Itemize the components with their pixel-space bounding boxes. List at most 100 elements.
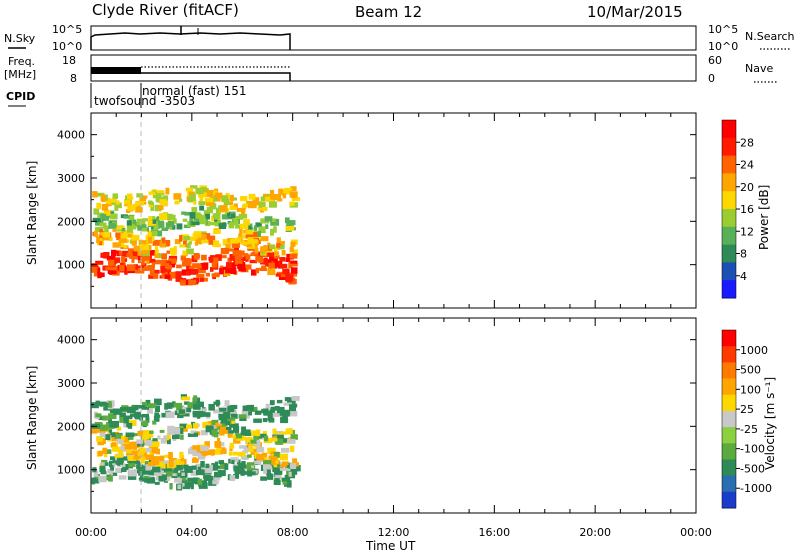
power-cell-0-167 [219, 267, 224, 275]
power-cell-0-249 [164, 274, 171, 279]
power-cell-3-79 [125, 209, 131, 213]
velocity-cell-0-208 [209, 480, 213, 485]
power-cell-2-128 [157, 220, 165, 228]
velocity-cell-1-115 [202, 449, 208, 456]
power-cell-3-115 [233, 206, 237, 210]
power-cell-3-100 [101, 198, 106, 203]
velocity-cell-0-123 [237, 465, 245, 471]
velocity-cell-3-101 [213, 401, 221, 405]
power-cell-1-99 [100, 231, 104, 236]
velocity-cell-0-188 [251, 471, 256, 476]
velocity-cell-0-237 [118, 475, 127, 480]
velocity-cell-2-138 [276, 434, 284, 439]
power-cell-3-146 [195, 187, 204, 195]
power-cell-0-126 [162, 268, 172, 272]
power-cell-2-59 [93, 208, 100, 215]
velocity-cell-3-12 [272, 412, 280, 417]
velocity-cell-3-142 [193, 395, 198, 402]
velocity-cell-3-95 [192, 410, 201, 418]
velocity-cell-0-259 [141, 478, 149, 482]
power-cell-1-73 [127, 234, 132, 238]
power-cell-2-149 [245, 229, 254, 235]
power-cell-0-244 [143, 266, 153, 271]
colorbar-tick-label-power-3: 16 [740, 203, 754, 216]
power-cell-0-144 [149, 258, 156, 263]
velocity-cell-3-88 [104, 402, 112, 408]
power-cell-3-63 [92, 191, 98, 198]
velocity-cell-3-66 [103, 407, 112, 411]
velocity-cell-1-136 [179, 451, 184, 458]
velocity-cell-0-118 [91, 477, 96, 485]
velocity-cell-0-59 [109, 470, 113, 477]
power-cell-1-74 [186, 243, 191, 249]
y-tick-label-power-0: 1000 [57, 259, 85, 272]
power-cell-3-99 [162, 195, 169, 201]
power-cell-0-158 [230, 267, 237, 274]
power-cell-1-137 [274, 251, 279, 257]
freq-label: Freq. [8, 55, 35, 68]
velocity-cell-2-74 [128, 434, 134, 440]
power-cell-3-93 [233, 203, 238, 209]
colorbar-swatch-velocity-1 [722, 346, 736, 363]
velocity-cell-1-67 [168, 452, 173, 459]
power-cell-3-130 [157, 205, 164, 210]
power-cell-0-217 [255, 267, 260, 274]
velocity-cell-1-133 [116, 439, 125, 444]
power-cell-0-218 [266, 262, 275, 267]
power-cell-2-98 [126, 223, 132, 229]
velocity-cell-3-1 [145, 416, 150, 423]
power-cell-0-102 [244, 264, 252, 270]
velocity-cell-2-139 [264, 435, 269, 442]
velocity-cell-3-147 [95, 413, 102, 418]
power-cell-3-78 [135, 200, 144, 206]
velocity-cell-0-99 [190, 470, 198, 476]
power-cell-3-118 [127, 204, 136, 211]
power-cell-2-45 [265, 224, 269, 229]
power-cell-2-140 [148, 216, 153, 220]
velocity-cell-0-132 [213, 475, 221, 481]
power-cell-1-40 [292, 249, 298, 256]
nsky-label: N.Sky [4, 32, 36, 45]
power-cell-0-7 [137, 257, 142, 264]
power-cell-2-146 [140, 224, 147, 228]
velocity-cell-2-99 [220, 426, 226, 433]
velocity-cell-0-174 [187, 477, 192, 482]
power-cell-3-28 [233, 197, 237, 201]
power-cell-2-94 [182, 218, 188, 222]
power-cell-2-57 [176, 223, 183, 230]
power-ylabel: Slant Range [km] [25, 161, 39, 265]
velocity-cell-0-88 [93, 470, 99, 477]
power-cell-2-123 [126, 220, 132, 226]
velocity-cell-0-127 [288, 471, 292, 477]
velocity-cell-3-49 [201, 408, 207, 412]
velocity-cell-0-62 [236, 459, 241, 465]
velocity-cell-2-28 [182, 425, 188, 432]
power-cell-2-111 [189, 218, 193, 226]
velocity-cell-3-87 [133, 411, 141, 418]
velocity-cell-0-255 [162, 464, 171, 468]
velocity-cell-0-217 [112, 463, 116, 468]
power-cell-3-81 [236, 207, 246, 212]
power-cell-1-148 [194, 242, 198, 246]
velocity-cell-2-73 [244, 432, 252, 436]
power-cell-0-134 [149, 270, 155, 276]
velocity-cell-0-131 [219, 462, 227, 469]
power-cell-1-79 [245, 232, 254, 239]
power-cell-0-239 [180, 279, 186, 286]
power-cell-1-134 [93, 231, 98, 237]
velocity-cell-3-32 [265, 403, 270, 411]
velocity-cell-2-129 [136, 439, 143, 444]
velocity-cell-1-128 [192, 445, 200, 450]
velocity-cell-1-5 [218, 447, 226, 454]
y-tick-label-velocity-0: 1000 [57, 464, 85, 477]
power-cell-3-7 [112, 193, 118, 199]
velocity-cell-0-16 [203, 480, 208, 485]
velocity-cell-3-109 [154, 412, 160, 420]
power-cell-3-137 [133, 203, 138, 207]
velocity-cell-2-44 [116, 426, 122, 431]
velocity-cell-2-125 [125, 432, 135, 437]
velocity-cell-0-157 [164, 474, 170, 482]
velocity-cell-2-113 [160, 438, 166, 444]
velocity-cell-3-130 [164, 403, 168, 410]
power-cell-1-7 [254, 248, 259, 254]
